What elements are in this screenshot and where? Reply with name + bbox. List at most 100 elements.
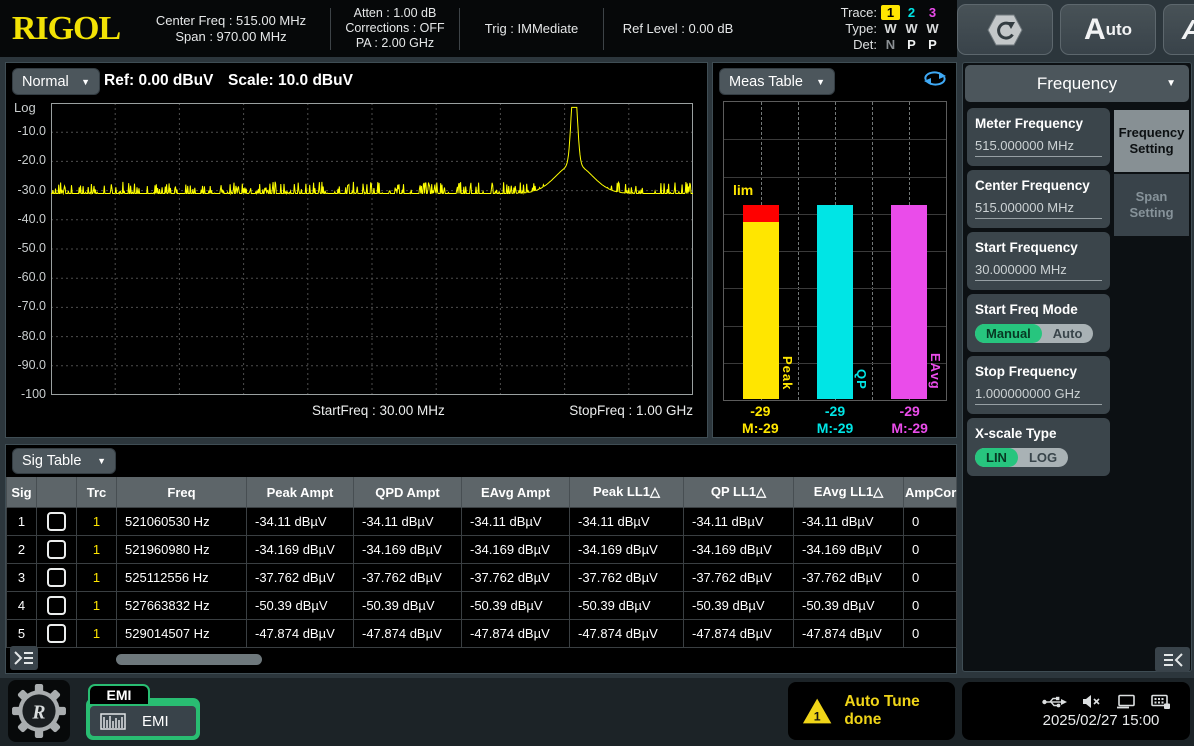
trace-legend-value[interactable]: 3	[922, 5, 943, 20]
cell-peak: -50.39 dBµV	[247, 592, 354, 620]
row-checkbox[interactable]	[47, 624, 66, 643]
alert-badge: 1	[814, 709, 821, 723]
atten-readout-group: Atten : 1.00 dB Corrections : OFF PA : 2…	[331, 6, 459, 51]
limit-label: lim	[733, 182, 753, 198]
cell-eavg_ll: -34.11 dBµV	[794, 508, 904, 536]
cell-qp_ll: -34.11 dBµV	[684, 508, 794, 536]
spectrum-panel: Normal ▼ Ref: 0.00 dBuV Scale: 10.0 dBuV…	[5, 62, 708, 438]
column-header-sig: Sig	[7, 477, 37, 508]
corrections-readout: Corrections : OFF	[331, 21, 459, 36]
tab-span-setting[interactable]: Span Setting	[1114, 174, 1189, 236]
sig-table-row[interactable]: 31525112556 Hz-37.762 dBµV-37.762 dBµV-3…	[7, 564, 957, 592]
card-label: Center Frequency	[975, 178, 1102, 193]
scale-label: Scale: 10.0 dBuV	[228, 72, 353, 90]
meas-bar-meter-value: M:-29	[862, 420, 958, 437]
trace-legend-label: Type:	[829, 21, 877, 36]
sidebar-card-meter-frequency[interactable]: Meter Frequency515.000000 MHz	[967, 108, 1110, 166]
trace-legend-row: Trace: 123	[829, 5, 943, 20]
cell-sig: 4	[7, 592, 37, 620]
table-expand-button[interactable]	[10, 646, 38, 670]
center-freq-readout: Center Freq : 515.00 MHz	[132, 13, 330, 29]
sig-table-row[interactable]: 51529014507 Hz-47.874 dBµV-47.874 dBµV-4…	[7, 620, 957, 648]
sidebar-cards: Meter Frequency515.000000 MHzCenter Freq…	[967, 108, 1110, 476]
sig-table-row[interactable]: 11521060530 Hz-34.11 dBµV-34.11 dBµV-34.…	[7, 508, 957, 536]
auto-tune-button[interactable]: Auto	[1060, 4, 1156, 55]
sidebar-collapse-button[interactable]	[1155, 647, 1190, 672]
stop-freq-label: StopFreq : 1.00 GHz	[569, 403, 693, 418]
sig-table-row[interactable]: 41527663832 Hz-50.39 dBµV-50.39 dBµV-50.…	[7, 592, 957, 620]
trace-legend-value[interactable]: W	[901, 21, 922, 36]
cell-peak_ll: -47.874 dBµV	[570, 620, 684, 648]
sidebar-menu-dropdown[interactable]: Frequency ▼	[965, 65, 1189, 102]
sidebar-title: Frequency	[1037, 74, 1117, 94]
sidebar-card-stop-frequency[interactable]: Stop Frequency1.000000000 GHz	[967, 356, 1110, 414]
cell-freq: 521060530 Hz	[117, 508, 247, 536]
meas-table-dropdown[interactable]: Meas Table ▼	[719, 68, 835, 95]
sig-table-dropdown[interactable]: Sig Table ▼	[12, 448, 116, 474]
alert-panel[interactable]: 1 Auto Tune done	[788, 682, 955, 740]
cell-trc: 1	[77, 536, 117, 564]
horizontal-scrollbar[interactable]	[116, 654, 262, 665]
row-checkbox[interactable]	[47, 568, 66, 587]
partial-button[interactable]: A	[1163, 4, 1194, 55]
card-label: Stop Frequency	[975, 364, 1102, 379]
cell-sig: 2	[7, 536, 37, 564]
sidebar-card-start-frequency[interactable]: Start Frequency30.000000 MHz	[967, 232, 1110, 290]
trace-legend-label: Trace:	[829, 5, 877, 20]
sig-table-row[interactable]: 21521960980 Hz-34.169 dBµV-34.169 dBµV-3…	[7, 536, 957, 564]
trace-legend-value[interactable]: 2	[901, 5, 922, 20]
card-value: 30.000000 MHz	[975, 262, 1102, 281]
emi-mode-widget[interactable]: EMI EMI	[86, 684, 200, 740]
trace-legend-value[interactable]: P	[922, 37, 943, 52]
toggle-option-auto[interactable]: Auto	[1042, 324, 1094, 343]
gear-logo-icon: R	[11, 683, 67, 739]
trig-readout: Trig : IMMediate	[460, 21, 603, 37]
freq-span-readout: Center Freq : 515.00 MHz Span : 970.00 M…	[132, 13, 330, 45]
trace-legend-value[interactable]: W	[922, 21, 943, 36]
row-checkbox[interactable]	[47, 540, 66, 559]
atten-readout: Atten : 1.00 dB	[331, 6, 459, 21]
sidebar-card-start-freq-mode[interactable]: Start Freq Mode ManualAuto	[967, 294, 1110, 352]
refresh-button[interactable]	[922, 70, 948, 92]
card-value: 515.000000 MHz	[975, 200, 1102, 219]
chevron-down-icon: ▼	[81, 77, 90, 87]
tab-frequency-setting[interactable]: Frequency Setting	[1114, 110, 1189, 172]
status-icons	[1042, 694, 1171, 710]
cell-eavg_ll: -37.762 dBµV	[794, 564, 904, 592]
preset-button[interactable]	[957, 4, 1053, 55]
sidebar-card-x-scale-type[interactable]: X-scale TypeLINLOG	[967, 418, 1110, 476]
cell-qp_ll: -34.169 dBµV	[684, 536, 794, 564]
emi-mode-item[interactable]: EMI	[90, 706, 196, 736]
emi-mode-tab[interactable]: EMI	[88, 684, 150, 704]
alert-text: Auto Tune done	[844, 693, 955, 729]
rigol-logo: RIGOL	[0, 10, 132, 48]
trace-legend-value[interactable]: 1	[880, 5, 901, 20]
row-checkbox[interactable]	[47, 596, 66, 615]
card-value: 515.000000 MHz	[975, 138, 1102, 157]
toggle-option-manual[interactable]: Manual	[975, 324, 1042, 343]
row-checkbox[interactable]	[47, 512, 66, 531]
rigol-gear-button[interactable]: R	[8, 680, 70, 742]
y-axis-tick: -20.0	[6, 153, 46, 167]
toggle-option-log[interactable]: LOG	[1018, 448, 1068, 467]
cell-peak: -37.762 dBµV	[247, 564, 354, 592]
card-toggle[interactable]: LINLOG	[975, 448, 1068, 467]
meas-bar-value: -29	[862, 403, 958, 420]
cell-freq: 525112556 Hz	[117, 564, 247, 592]
trace-legend-value[interactable]: N	[880, 37, 901, 52]
column-header-select	[37, 477, 77, 508]
sidebar-card-center-frequency[interactable]: Center Frequency 515.000000 MHz	[967, 170, 1110, 228]
card-label: Start Freq Mode	[975, 302, 1102, 317]
meas-bar-label-peak: Peak	[780, 356, 795, 390]
toggle-option-lin[interactable]: LIN	[975, 448, 1018, 467]
trace-legend-value[interactable]: P	[901, 37, 922, 52]
trace1-badge: 1	[881, 5, 900, 20]
pa-readout: PA : 2.00 GHz	[331, 36, 459, 51]
view-mode-dropdown[interactable]: Normal ▼	[12, 68, 100, 95]
top-status-bar: RIGOL Center Freq : 515.00 MHz Span : 97…	[0, 0, 957, 57]
trace-legend-value[interactable]: W	[880, 21, 901, 36]
cell-freq: 529014507 Hz	[117, 620, 247, 648]
card-toggle[interactable]: ManualAuto	[975, 324, 1093, 343]
cell-eavg: -34.11 dBµV	[462, 508, 570, 536]
cell-peak: -34.11 dBµV	[247, 508, 354, 536]
